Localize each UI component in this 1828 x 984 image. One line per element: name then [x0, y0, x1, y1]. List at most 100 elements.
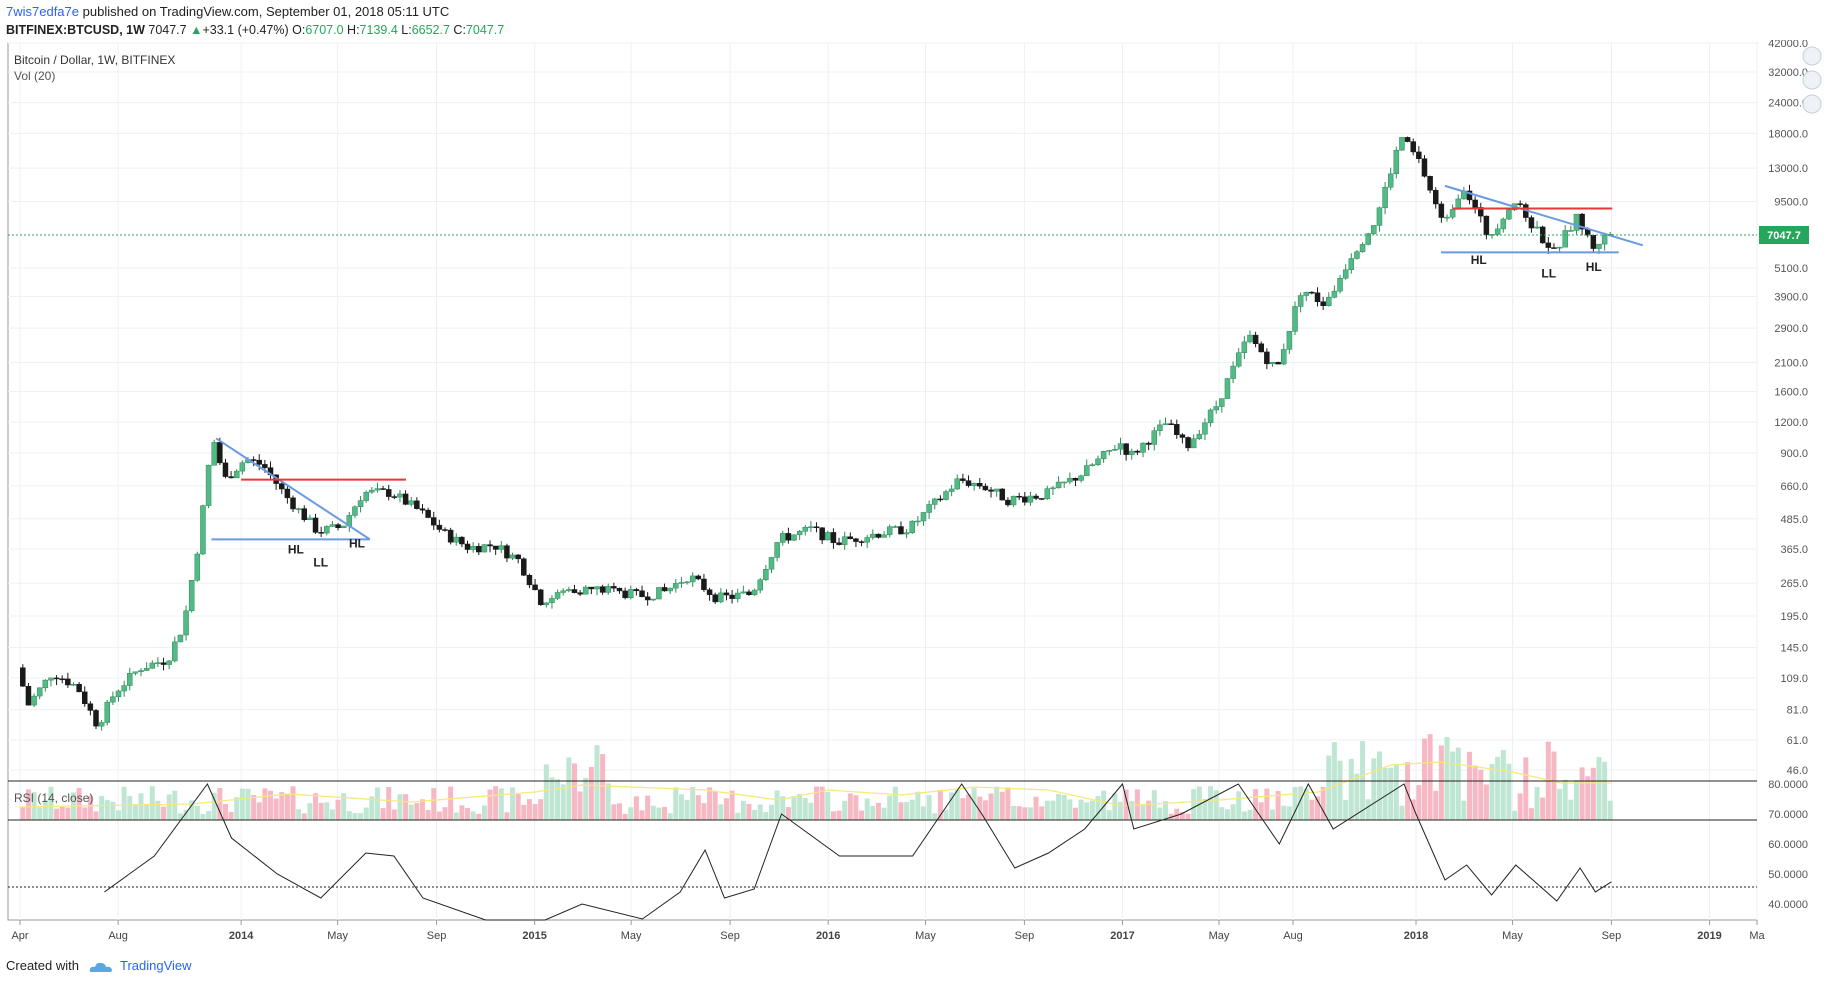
volume-bar	[149, 786, 155, 820]
settings-icon[interactable]	[1802, 94, 1822, 114]
volume-bar	[673, 787, 679, 820]
volume-bar	[1027, 807, 1033, 820]
zoom-in-icon[interactable]	[1802, 46, 1822, 66]
volume-bar	[222, 803, 228, 820]
volume-bar	[825, 791, 831, 820]
rsi-line	[104, 782, 1612, 921]
volume-bar	[1236, 791, 1242, 820]
candle-body	[284, 488, 291, 499]
volume-bar	[994, 786, 1000, 820]
volume-bar	[1275, 791, 1281, 820]
candle-body	[684, 581, 690, 584]
volume-bar	[1163, 801, 1169, 820]
candle-body	[1027, 495, 1034, 503]
volume-bar	[1309, 799, 1315, 820]
volume-bar	[712, 790, 718, 820]
candle-body	[1326, 296, 1332, 306]
volume-bar	[510, 787, 516, 820]
volume-bar	[1061, 794, 1067, 820]
volume-bar	[217, 787, 223, 820]
volume-bar	[20, 807, 26, 820]
volume-bar	[1573, 780, 1579, 820]
candle-body	[774, 542, 780, 558]
candle-body	[318, 532, 324, 534]
volume-bar	[1196, 786, 1202, 820]
candle-body	[982, 485, 989, 491]
volume-bar	[290, 786, 296, 820]
volume-bar	[1095, 795, 1101, 820]
candle-body	[1573, 213, 1580, 231]
candle-body	[1483, 215, 1490, 236]
candle-body	[1022, 496, 1028, 503]
volume-bar	[780, 796, 786, 820]
pattern-label: HL	[349, 537, 365, 551]
volume-bar	[1224, 809, 1230, 820]
volume-bar	[358, 813, 364, 820]
candle-body	[757, 579, 763, 591]
volume-bar	[82, 807, 88, 820]
candle-body	[48, 677, 54, 681]
pattern-label: LL	[1541, 267, 1556, 281]
price-chart[interactable]: HL LL HL HL LL HL 42000.0 32000.0 24000.0 18000.…	[0, 40, 1828, 952]
volume-bar	[1281, 805, 1287, 820]
volume-bar	[802, 797, 808, 820]
volume-bar	[1253, 789, 1259, 820]
volume-bar	[870, 805, 876, 820]
candle-body	[1044, 488, 1051, 500]
candle-body	[177, 634, 184, 643]
volume-bar	[1005, 787, 1011, 820]
volume-bar	[920, 806, 926, 820]
volume-bar	[650, 805, 656, 820]
candle-body	[307, 517, 313, 521]
price-tick-label: 5100.0	[1774, 263, 1808, 275]
tradingview-link[interactable]: TradingView	[120, 958, 192, 973]
candle-body	[369, 489, 375, 493]
volume-bar	[1371, 758, 1377, 820]
candle-body	[1292, 306, 1298, 332]
volume-bar	[369, 796, 375, 820]
volume-bar	[617, 803, 623, 820]
volume-bar	[380, 808, 386, 820]
volume-bar	[397, 794, 403, 820]
scale-buttons[interactable]	[1802, 46, 1822, 114]
price-tick-label: 42000.0	[1768, 40, 1808, 50]
volume-bar	[526, 799, 532, 820]
candle-body	[329, 524, 336, 527]
time-axis[interactable]: Apr Aug 2014 May Sep 2015 May Sep 2016 May Sep 2017…	[11, 920, 1766, 942]
pattern-label: HL	[288, 543, 304, 557]
volume-bar	[1315, 796, 1321, 820]
candle-body	[1596, 243, 1602, 249]
volume-bar	[1590, 767, 1596, 820]
candle-body	[1478, 207, 1484, 217]
candle-body	[1016, 495, 1022, 498]
candle-body	[937, 498, 944, 501]
volume-bar	[487, 789, 493, 820]
volume-bar	[1523, 757, 1529, 820]
price-axis[interactable]: 42000.0 32000.0 24000.0 18000.0 13000.0 9500.…	[1768, 40, 1808, 777]
price-tick-label: 32000.0	[1768, 67, 1808, 79]
volume-bar	[1213, 790, 1219, 820]
price-tick-label: 2900.0	[1774, 323, 1808, 335]
price-tick-label: 900.0	[1780, 448, 1808, 460]
volume-bar	[37, 807, 43, 820]
volume-bar	[59, 806, 65, 820]
volume-bar	[1039, 806, 1045, 820]
zoom-out-icon[interactable]	[1802, 70, 1822, 90]
candle-body	[1151, 430, 1158, 445]
candle-body	[487, 544, 493, 547]
candle-body	[1404, 137, 1411, 142]
volume-bar	[785, 807, 791, 820]
volume-bar	[1489, 764, 1495, 820]
author-link[interactable]: 7wis7edfa7e	[6, 4, 79, 19]
candle-body	[701, 578, 707, 591]
publish-info: 7wis7edfa7e published on TradingView.com…	[6, 4, 449, 20]
rsi-axis[interactable]: 80.0000 70.0000 60.0000 50.0000 40.0000	[1768, 779, 1808, 911]
candle-body	[1005, 499, 1011, 506]
candle-body	[172, 641, 178, 662]
candle-body	[1145, 442, 1152, 445]
candle-body	[25, 685, 32, 706]
candle-body	[1601, 234, 1608, 245]
candle-body	[262, 464, 268, 468]
volume-bar	[374, 787, 380, 820]
candle-body	[650, 598, 657, 601]
